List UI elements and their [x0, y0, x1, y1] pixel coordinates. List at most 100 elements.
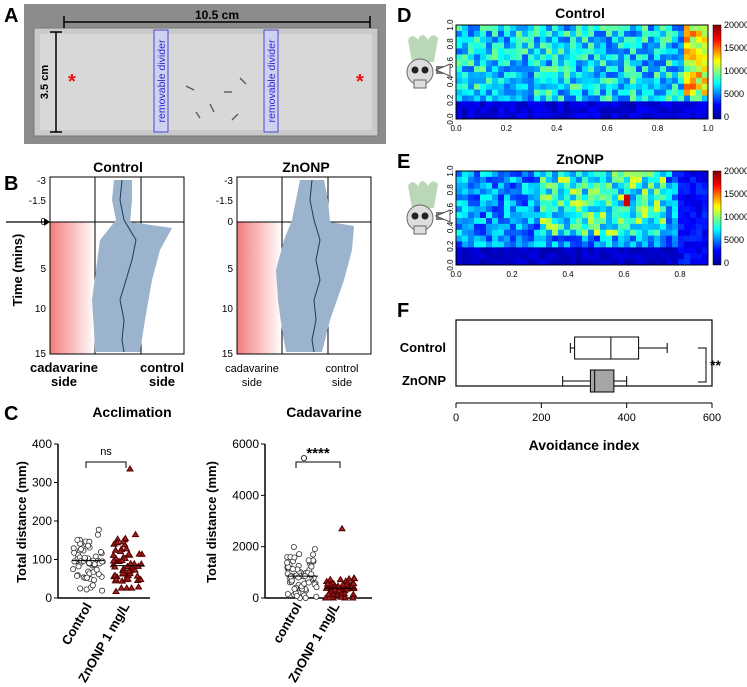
- heatmap-cell: [468, 188, 475, 195]
- panel-b-yticks-right: -3 -1.5 0 5 10 15: [216, 176, 234, 360]
- heatmap-cell: [642, 54, 649, 61]
- heatmap-cell: [456, 66, 463, 73]
- heatmap-cell: [600, 30, 607, 38]
- heatmap-cell: [516, 30, 523, 38]
- heatmap-cell: [606, 89, 613, 96]
- heatmap-cell: [546, 66, 553, 73]
- heatmap-cell: [576, 200, 583, 207]
- heatmap-cell: [672, 89, 679, 96]
- heatmap-cell: [642, 89, 649, 96]
- heatmap-cell: [456, 223, 463, 231]
- heatmap-cell: [468, 194, 475, 201]
- width-label: 10.5 cm: [195, 8, 239, 22]
- heatmap-cell: [468, 83, 475, 91]
- heatmap-cell: [498, 42, 505, 49]
- heatmap-cell: [612, 25, 619, 32]
- data-point: [75, 563, 82, 570]
- heatmap-cell: [624, 89, 631, 96]
- heatmap-cell: [582, 206, 589, 213]
- heatmap-cell: [468, 48, 475, 55]
- heatmap-cell: [462, 218, 469, 225]
- colorbar-control-ticks: 20000 15000 10000 5000 0: [724, 20, 747, 122]
- heatmap-cell: [504, 54, 511, 61]
- heatmap-cell: [606, 30, 613, 38]
- heatmap-cell: [546, 223, 553, 231]
- heatmap-cell: [564, 48, 571, 55]
- data-point: [134, 583, 143, 590]
- data-point: [323, 580, 332, 587]
- heatmap-cell: [696, 30, 703, 38]
- heatmap-cell: [504, 36, 511, 44]
- heatmap-cell: [588, 66, 595, 73]
- heatmap-cell: [576, 113, 583, 120]
- heatmap-cell: [642, 107, 649, 114]
- heatmap-cell: [582, 223, 589, 231]
- heatmap-cell: [630, 48, 637, 55]
- heatmap-cell: [612, 36, 619, 44]
- heatmap-cell: [600, 89, 607, 96]
- heatmap-cell: [546, 194, 553, 201]
- heatmap-cell: [654, 188, 661, 195]
- panel-b-ylabel: Time (mins): [10, 234, 25, 307]
- heatmap-cell: [654, 95, 661, 102]
- heatmap-cell: [642, 30, 649, 38]
- x-tick-label: 600: [703, 412, 721, 424]
- arena-photo: 10.5 cm 3.5 cm * * removable divider rem…: [24, 4, 386, 144]
- heatmap-cell: [456, 182, 463, 190]
- heatmap-cell: [642, 25, 649, 32]
- heatmap-cell: [612, 107, 619, 114]
- data-point: [131, 566, 139, 573]
- heatmap-cell: [672, 235, 679, 242]
- heatmap-cell: [672, 218, 679, 225]
- data-point: [118, 569, 127, 576]
- heatmap-cell: [606, 60, 613, 67]
- heatmap-cell: [576, 176, 583, 184]
- data-point: [116, 547, 125, 554]
- heatmap-cell: [594, 77, 601, 85]
- heatmap-cell: [684, 60, 691, 67]
- heatmap-cell: [606, 241, 613, 248]
- data-point: [97, 549, 104, 556]
- heatmap-cell: [696, 72, 703, 79]
- heatmap-cell: [702, 101, 709, 108]
- heatmap-control-cells: [456, 25, 709, 120]
- heatmap-cell: [612, 72, 619, 79]
- data-point: [335, 586, 344, 594]
- heatmap-cell: [462, 48, 469, 55]
- heatmap-cell: [600, 206, 607, 213]
- data-point: [300, 455, 308, 462]
- heatmap-cell: [522, 259, 529, 266]
- heatmap-cell: [648, 188, 655, 195]
- heatmap-cell: [666, 212, 673, 219]
- heatmap-control: Control 0.00.20.40.60.81.0 0.0 0.2 0.4 0.6 0…: [406, 5, 747, 133]
- heatmap-cell: [594, 171, 601, 178]
- heatmap-cell: [624, 101, 631, 108]
- heatmap-cell: [474, 171, 481, 178]
- heatmap-cell: [510, 30, 517, 38]
- cue-marker-left: *: [68, 71, 76, 93]
- heatmap-cell: [576, 101, 583, 108]
- heatmap-cell: [666, 95, 673, 102]
- heatmap-cell: [702, 200, 709, 207]
- heatmap-cell: [672, 66, 679, 73]
- heatmap-cell: [606, 200, 613, 207]
- heatmap-cell: [600, 212, 607, 219]
- heatmap-cell: [546, 188, 553, 195]
- heatmap-cell: [636, 212, 643, 219]
- heatmap-cell: [552, 259, 559, 266]
- heatmap-cell: [630, 36, 637, 44]
- heatmap-cell: [534, 241, 541, 248]
- heatmap-cell: [492, 77, 499, 85]
- heatmap-cell: [456, 253, 463, 260]
- heatmap-cell: [576, 235, 583, 242]
- heatmap-cell: [468, 54, 475, 61]
- heatmap-cell: [546, 200, 553, 207]
- heatmap-cell: [480, 253, 487, 260]
- heatmap-cell: [492, 101, 499, 108]
- heatmap-cell: [690, 171, 697, 178]
- heatmap-cell: [606, 54, 613, 61]
- heatmap-cell: [558, 101, 565, 108]
- heatmap-cell: [480, 235, 487, 242]
- heatmap-cell: [678, 95, 685, 102]
